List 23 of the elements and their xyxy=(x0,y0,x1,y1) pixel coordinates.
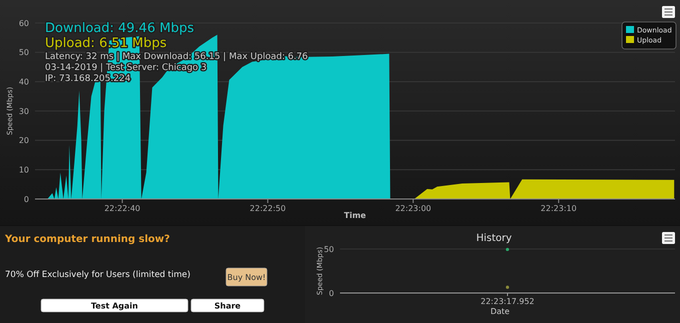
y-tick-label: 0 xyxy=(24,194,29,204)
y-tick-label: 50 xyxy=(324,244,334,254)
x-tick-label: 22:23:17.952 xyxy=(480,296,534,306)
y-tick-label: 20 xyxy=(18,136,29,146)
text: 70% Off Exclusively for Users (limited time) xyxy=(5,270,190,280)
x-tick-label: 22:23:10 xyxy=(540,204,577,213)
chart-title: History xyxy=(476,233,512,244)
text: Test Again xyxy=(91,301,138,310)
x-axis-title: Date xyxy=(490,307,510,316)
text: Buy Now! xyxy=(227,272,266,282)
text: Your computer running slow? xyxy=(4,234,170,245)
x-tick-label: 22:22:50 xyxy=(250,204,286,213)
y-tick-label: 30 xyxy=(18,106,29,116)
text: Share xyxy=(214,301,242,310)
x-tick-label: 22:22:40 xyxy=(104,204,140,213)
y-tick-label: 10 xyxy=(18,165,29,174)
y-tick-label: 60 xyxy=(18,18,29,28)
y-tick-label: 0 xyxy=(328,288,334,298)
annotation: Download: 49.46 Mbps xyxy=(45,21,194,36)
y-tick-label: 50 xyxy=(18,48,29,58)
x-axis-title: Time xyxy=(344,211,367,220)
x-tick-label: 22:23:00 xyxy=(395,204,432,213)
y-tick-label: 40 xyxy=(18,77,29,86)
